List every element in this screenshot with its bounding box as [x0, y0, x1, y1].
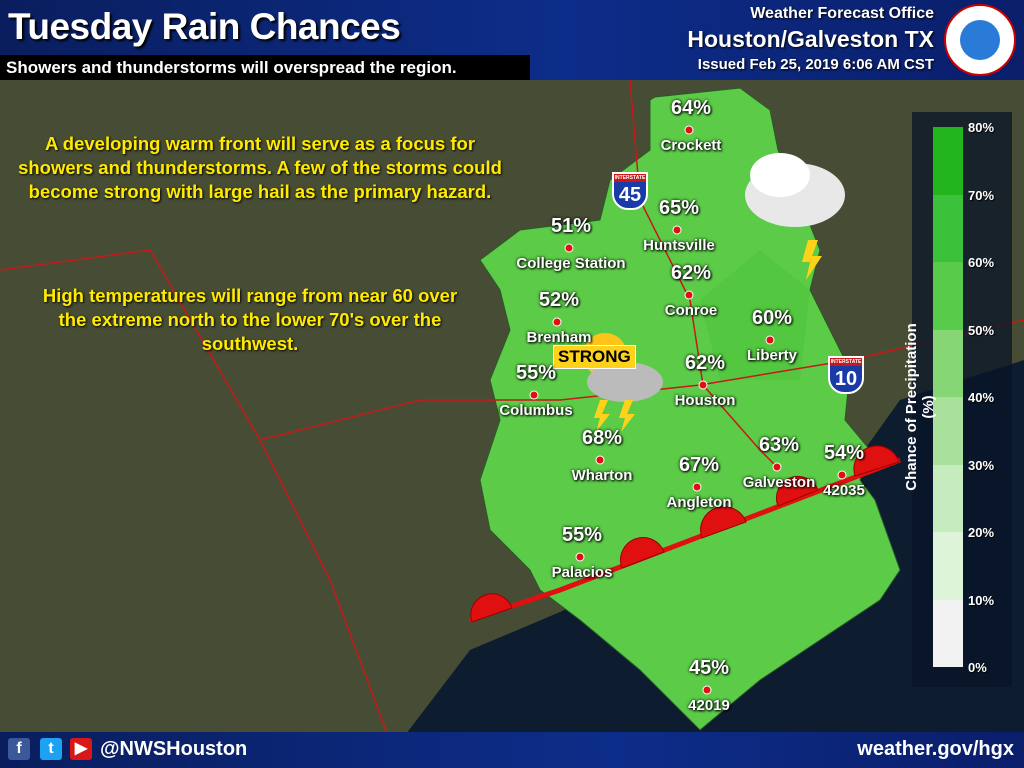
pop-value: 63% [758, 434, 800, 456]
thunderstorm-icon [745, 153, 845, 280]
strong-storm-label: STRONG [553, 345, 636, 369]
pop-value: 60% [751, 307, 793, 329]
location-name: Palacios [551, 564, 613, 581]
legend-tick: 80% [968, 120, 995, 135]
location-name: Brenham [526, 329, 592, 346]
location-marker [702, 685, 712, 695]
office-label: Weather Forecast Office [750, 5, 934, 22]
location-name: Columbus [499, 402, 573, 419]
legend-tick: 60% [968, 255, 995, 270]
location-name: Crockett [660, 137, 722, 154]
pop-value: 52% [538, 289, 580, 311]
legend-title: Chance of Precipitation (%) [903, 323, 937, 491]
location-marker [698, 380, 708, 390]
pop-value: 62% [684, 352, 726, 374]
subtitle-bar [0, 55, 530, 80]
nws-logo [944, 4, 1016, 76]
legend-swatch [933, 397, 963, 465]
forecast-area [479, 87, 901, 731]
location-name: 42019 [688, 697, 730, 714]
facebook-icon[interactable]: f [8, 738, 30, 760]
pop-value: 45% [688, 657, 730, 679]
warm-front [470, 445, 900, 623]
legend-tick: 40% [968, 390, 995, 405]
pop-value: 67% [678, 454, 720, 476]
pop-value: 51% [550, 215, 592, 237]
legend-tick: 10% [968, 592, 995, 608]
subtitle: Showers and thunderstorms will oversprea… [6, 58, 457, 77]
pop-value: 68% [581, 427, 623, 449]
office-name: Houston/Galveston TX [687, 26, 934, 52]
interstate-45-shield: INTERSTATE 45 [612, 172, 648, 210]
location-name: Liberty [746, 347, 798, 364]
location-marker [837, 470, 847, 480]
location-name: College Station [516, 255, 626, 272]
legend-tick: 20% [968, 525, 995, 540]
location-marker [684, 125, 694, 135]
issued-time: Issued Feb 25, 2019 6:06 AM CST [697, 56, 934, 73]
page-title: Tuesday Rain Chances [8, 6, 401, 47]
interstate-10-shield: INTERSTATE 10 [828, 356, 864, 394]
legend-swatch [933, 599, 963, 667]
nws-logo-icon [960, 20, 1000, 60]
legend-swatch [933, 262, 963, 330]
location-marker [692, 482, 702, 492]
twitter-icon[interactable]: t [40, 738, 62, 760]
location-marker [564, 243, 574, 253]
legend-tick: 70% [968, 187, 995, 203]
pop-value: 54% [823, 442, 865, 464]
location-name: 42035 [823, 482, 865, 499]
website-link[interactable]: weather.gov/hgx [857, 738, 1014, 760]
location-name: Angleton [666, 494, 732, 511]
location-marker [529, 390, 539, 400]
pop-value: 65% [658, 197, 700, 219]
location-marker [765, 335, 775, 345]
forecast-note-1: A developing warm front will serve as a … [18, 133, 502, 202]
legend-tick: 30% [968, 457, 995, 473]
location-name: Conroe [664, 302, 718, 319]
pop-value: 62% [670, 262, 712, 284]
location-name: Houston [674, 392, 736, 409]
legend-swatch [933, 464, 963, 532]
location-marker [595, 455, 605, 465]
legend-swatch [933, 329, 963, 397]
pop-value: 55% [561, 524, 603, 546]
social-handle[interactable]: @NWSHouston [100, 738, 248, 760]
location-name: Galveston [742, 474, 816, 491]
forecast-note-2: High temperatures will range from near 6… [42, 285, 458, 354]
legend-swatch [933, 127, 963, 195]
legend-tick: 50% [968, 322, 995, 338]
pop-value: 64% [670, 97, 712, 119]
location-marker [672, 225, 682, 235]
location-name: Huntsville [643, 237, 715, 254]
legend-swatch [933, 194, 963, 262]
youtube-icon[interactable]: ▶ [70, 738, 92, 760]
pop-value: 55% [515, 362, 557, 384]
location-marker [772, 462, 782, 472]
location-name: Wharton [571, 467, 633, 484]
footer-bar [0, 732, 1024, 768]
legend-tick: 0% [968, 660, 987, 675]
location-marker [552, 317, 562, 327]
location-marker [575, 552, 585, 562]
legend-swatch [933, 532, 963, 600]
location-marker [684, 290, 694, 300]
legend-color-bar [933, 127, 963, 667]
